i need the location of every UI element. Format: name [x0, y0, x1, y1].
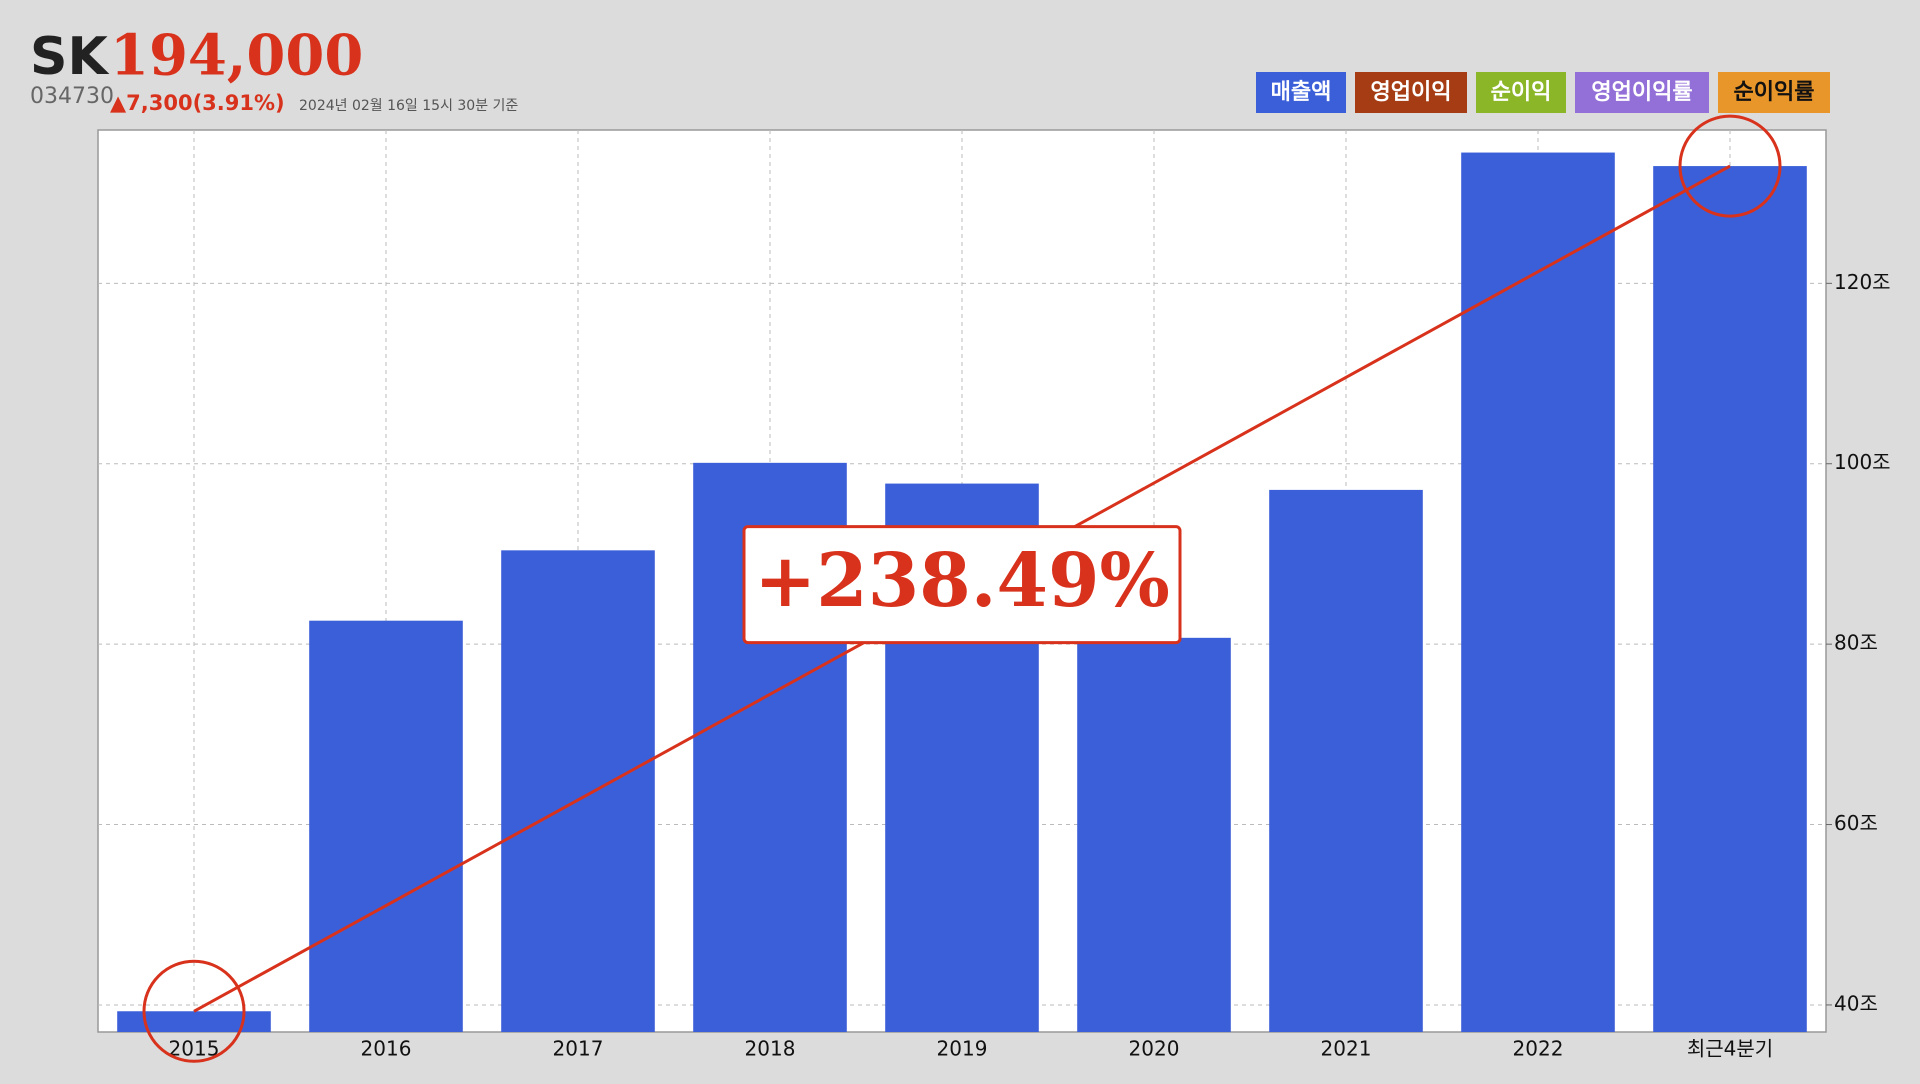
stock-code: 034730: [30, 84, 114, 109]
legend-item[interactable]: 매출액: [1256, 72, 1346, 113]
bar: [1077, 637, 1231, 1032]
legend-swatch: [1575, 72, 1709, 113]
legend-label: 매출액: [1271, 80, 1332, 105]
legend-swatch: [1718, 72, 1830, 113]
bar: [1461, 152, 1615, 1033]
x-tick-label: 2020: [1129, 1037, 1180, 1061]
legend-swatch: [1355, 72, 1467, 113]
x-tick-label: 2019: [937, 1037, 988, 1061]
legend-item[interactable]: 순이익: [1476, 72, 1566, 113]
price: 194,000: [110, 23, 363, 89]
legend-label: 순이익률: [1734, 80, 1815, 105]
timestamp: 2024년 02월 16일 15시 30분 기준: [299, 98, 518, 114]
bar: [117, 1011, 271, 1032]
x-tick-label: 2017: [553, 1037, 604, 1061]
y-tick-label: 100조: [1834, 450, 1891, 474]
legend-label: 영업이익률: [1591, 80, 1692, 105]
bar: [1653, 166, 1807, 1032]
y-tick-label: 80조: [1834, 631, 1878, 655]
y-tick-label: 40조: [1834, 991, 1878, 1015]
x-tick-label: 2021: [1321, 1037, 1372, 1061]
y-tick-label: 120조: [1834, 270, 1891, 294]
bar: [309, 620, 463, 1032]
y-tick-label: 60조: [1834, 811, 1878, 835]
legend-item[interactable]: 영업이익률: [1575, 72, 1709, 113]
highlight-circle: [1678, 114, 1782, 218]
x-tick-label: 최근4분기: [1687, 1037, 1773, 1061]
x-tick-label: 2015: [169, 1037, 220, 1061]
legend-swatch: [1256, 72, 1346, 113]
price-change: ▲7,300(3.91%): [110, 91, 285, 115]
annotation-text: +238.49%: [754, 538, 1170, 624]
x-tick-label: 2022: [1513, 1037, 1564, 1061]
x-tick-label: 2016: [361, 1037, 412, 1061]
bar: [501, 550, 655, 1032]
company-name: SK: [30, 27, 109, 87]
legend-label: 영업이익: [1371, 80, 1452, 105]
legend-item[interactable]: 영업이익: [1355, 72, 1467, 113]
legend-item[interactable]: 순이익률: [1718, 72, 1830, 113]
legend-label: 순이익: [1491, 80, 1552, 105]
highlight-circle: [142, 959, 246, 1063]
x-tick-label: 2018: [745, 1037, 796, 1061]
annotation-box: [742, 525, 1182, 645]
bar: [1269, 489, 1423, 1032]
legend-swatch: [1476, 72, 1566, 113]
